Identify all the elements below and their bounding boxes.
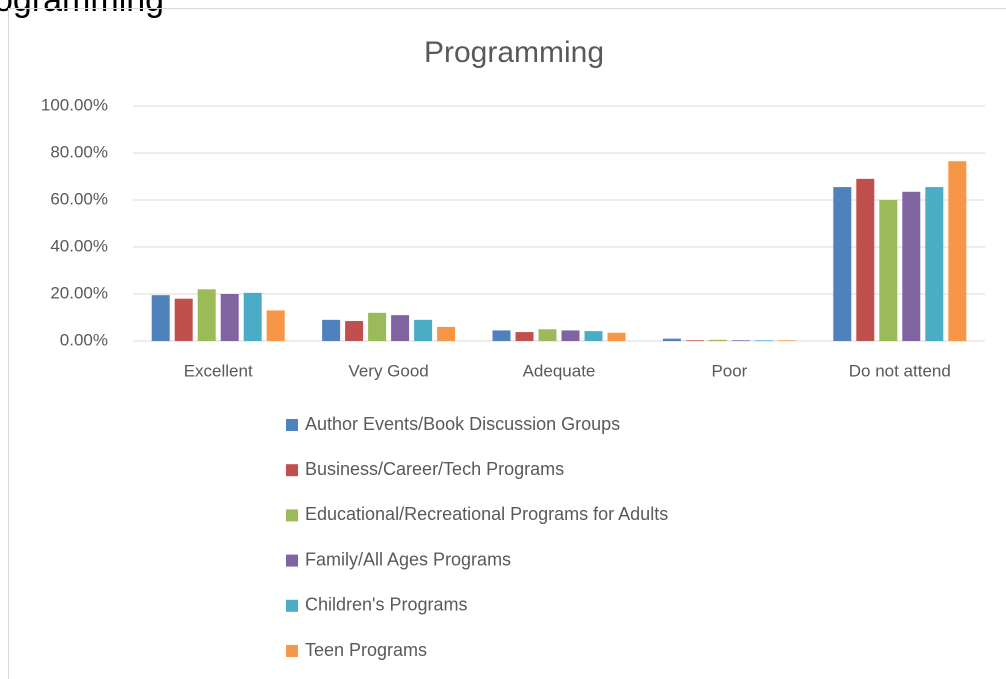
- y-tick-label: 0.00%: [60, 330, 108, 349]
- legend-label: Author Events/Book Discussion Groups: [305, 414, 620, 434]
- bar: [322, 319, 341, 341]
- bar: [368, 312, 387, 341]
- y-tick-label: 40.00%: [50, 236, 108, 255]
- bar: [220, 294, 239, 341]
- legend-label: Children's Programs: [305, 595, 468, 615]
- bar: [584, 331, 603, 341]
- bar: [902, 191, 921, 341]
- bar: [777, 340, 796, 341]
- legend-swatch: [286, 599, 298, 612]
- x-tick-label: Do not attend: [849, 361, 951, 380]
- bar: [754, 340, 773, 341]
- y-tick-label: 80.00%: [50, 142, 108, 161]
- bar: [561, 330, 580, 341]
- legend-swatch: [286, 554, 298, 567]
- legend-label: Family/All Ages Programs: [305, 549, 511, 569]
- bar: [731, 340, 750, 341]
- x-tick-label: Adequate: [523, 361, 596, 380]
- legend-swatch: [286, 645, 298, 657]
- y-tick-label: 100.00%: [41, 95, 108, 114]
- bar: [948, 161, 967, 341]
- page-heading: Programming: [0, 0, 164, 19]
- bar: [538, 329, 557, 341]
- x-tick-label: Excellent: [184, 361, 253, 380]
- bar: [833, 187, 852, 341]
- bar: [662, 338, 681, 341]
- bar: [515, 332, 534, 341]
- bar: [492, 330, 511, 341]
- legend-swatch: [286, 419, 298, 431]
- bar: [437, 326, 456, 341]
- bar: [414, 319, 433, 341]
- bar: [925, 187, 944, 341]
- bar: [266, 310, 285, 341]
- chart-frame: [8, 8, 1006, 679]
- legend-label: Teen Programs: [305, 640, 427, 660]
- bar: [607, 332, 626, 341]
- legend-swatch: [286, 509, 298, 522]
- bar: [879, 200, 898, 341]
- bar: [708, 339, 727, 341]
- chart-title: Programming: [424, 36, 604, 69]
- bar: [174, 298, 193, 341]
- bar: [243, 292, 262, 341]
- bar: [151, 295, 170, 341]
- bar: [391, 315, 410, 341]
- legend-label: Educational/Recreational Programs for Ad…: [305, 504, 668, 524]
- y-tick-label: 60.00%: [50, 189, 108, 208]
- x-tick-label: Very Good: [348, 361, 428, 380]
- bar: [856, 178, 875, 341]
- x-tick-label: Poor: [711, 361, 747, 380]
- legend-swatch: [286, 464, 298, 477]
- legend-label: Business/Career/Tech Programs: [305, 459, 564, 479]
- bar: [345, 321, 364, 341]
- y-tick-label: 20.00%: [50, 283, 108, 302]
- bar: [197, 289, 216, 341]
- bar: [685, 340, 704, 341]
